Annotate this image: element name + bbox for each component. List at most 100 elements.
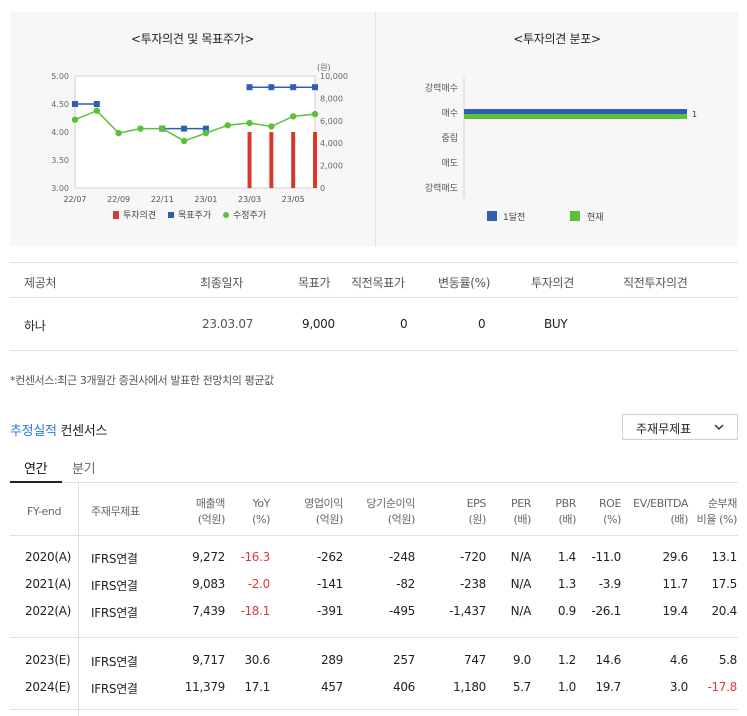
cell-yoy: -16.3: [240, 550, 270, 564]
chart-divider: [375, 12, 376, 246]
cell-fy-end: 2024(E): [25, 680, 71, 694]
cell-fy-end: 2020(A): [25, 550, 72, 564]
cell-op-income: 289: [320, 653, 343, 667]
cell-sales: 9,717: [192, 653, 225, 667]
statement-type-value: 주재무제표: [636, 422, 692, 436]
adjusted-price-point: [93, 107, 101, 114]
cell-eps: -1,437: [449, 604, 486, 618]
x-tick-label: 22/11: [151, 195, 174, 204]
y-left-tick-label: 3.50: [51, 156, 69, 165]
y-left-tick-label: 4.00: [51, 128, 69, 137]
opinion-distribution-chart-title: <투자의견 분포>: [513, 32, 601, 46]
cell-statement: IFRS연결: [91, 655, 138, 669]
col-pbr-unit: (배): [558, 513, 576, 526]
y-right-tick-label: 2,000: [320, 162, 343, 171]
opinion-bar: [291, 132, 296, 188]
cell-per: N/A: [510, 550, 532, 564]
cell-ev-ebitda: 3.0: [669, 680, 688, 694]
col-ev-ebitda: EV/EBITDA: [633, 497, 688, 510]
provider-table-top-line: [10, 262, 738, 263]
col-net-income-unit: (억원): [387, 513, 416, 526]
col-prev-opinion: 직전투자의견: [623, 276, 688, 290]
section-title: 추정실적 컨센서스: [10, 420, 107, 439]
legend-target-swatch: [168, 212, 174, 218]
tab-quarterly[interactable]: 분기: [72, 462, 96, 477]
col-statement: 주재무제표: [91, 505, 140, 518]
adjusted-price-point: [311, 110, 319, 118]
cell-sales: 7,439: [192, 604, 225, 618]
tab-annual[interactable]: 연간: [24, 462, 48, 477]
fin-table-header: FY-end 주재무제표 매출액 (억원) YoY (%) 영업이익 (억원) …: [0, 492, 747, 534]
opinion-bar: [247, 132, 252, 188]
target-price-point: [246, 84, 253, 91]
cell-yoy: 17.1: [244, 680, 270, 694]
table-row: 2021(A) IFRS연결 9,083 -2.0 -141 -82 -238 N/A 1.3 -…: [0, 577, 747, 595]
cell-net-income: -248: [388, 550, 415, 564]
y-left-tick-label: 5.00: [51, 72, 69, 81]
col-yoy-unit: (%): [252, 513, 270, 526]
cell-fy-end: 2022(A): [25, 604, 72, 618]
adjusted-price-point: [115, 129, 122, 137]
adjusted-price-point: [159, 125, 166, 132]
target-price-point: [290, 84, 297, 91]
cell-statement: IFRS연결: [91, 579, 138, 593]
cell-net-income: 257: [392, 653, 415, 667]
table-row: 2023(E) IFRS연결 9,717 30.6 289 257 747 9.0 1.2 14.…: [0, 653, 747, 671]
y-right-tick-label: 6,000: [320, 117, 343, 126]
cell-ev-ebitda: 4.6: [669, 653, 688, 667]
col-pbr: PBR: [555, 497, 576, 510]
col-target: 목표가: [298, 276, 331, 290]
cell-roe: -26.1: [591, 604, 621, 618]
cell-statement: IFRS연결: [91, 552, 138, 566]
table-row: 2020(A) IFRS연결 9,272 -16.3 -262 -248 -720 N/A 1.…: [0, 550, 747, 568]
y-right-tick-label: 10,000: [320, 72, 348, 81]
cell-yoy: -2.0: [247, 577, 271, 591]
legend-current-swatch: [570, 211, 580, 221]
statement-type-select[interactable]: 주재무제표: [622, 414, 738, 440]
col-change-rate: 변동률(%): [438, 276, 491, 290]
y-left-tick-label: 4.50: [51, 100, 69, 109]
category-label: 매수: [441, 108, 458, 119]
tab-baseline: [10, 482, 738, 483]
cell-prev-target: 0: [400, 317, 408, 331]
cell-roe: 14.6: [595, 653, 621, 667]
cell-per: N/A: [510, 577, 532, 591]
cell-yoy: -18.1: [240, 604, 270, 618]
opinion-bar: [269, 132, 274, 188]
col-net-debt-unit: 비율 (%): [696, 513, 738, 526]
cell-sales: 9,083: [192, 577, 225, 591]
adjusted-price-point: [268, 123, 275, 130]
month-ago-bar: [464, 109, 687, 114]
cell-statement: IFRS연결: [91, 682, 138, 696]
adjusted-price-point: [137, 125, 144, 132]
opinion-bar: [313, 132, 317, 188]
cell-fy-end: 2021(A): [25, 577, 72, 591]
col-sales: 매출액: [195, 497, 226, 510]
adjusted-price-point: [289, 113, 297, 120]
category-label: 강력매도: [425, 182, 458, 194]
cell-per: 5.7: [512, 680, 531, 694]
cell-net-income: -82: [396, 577, 415, 591]
legend-month-ago-swatch: [487, 211, 497, 221]
col-net-debt: 순부채: [707, 497, 738, 510]
y-right-tick-label: 8,000: [320, 94, 343, 103]
cell-fy-end: 2023(E): [25, 653, 71, 667]
cell-op-income: 457: [320, 680, 343, 694]
col-roe-unit: (%): [603, 513, 621, 526]
cell-net-debt: 20.4: [711, 604, 737, 618]
cell-yoy: 30.6: [244, 653, 270, 667]
provider-table-header-line: [10, 297, 738, 298]
cell-eps: 747: [463, 653, 486, 667]
col-provider: 제공처: [24, 276, 57, 290]
table-row: 2022(A) IFRS연결 7,439 -18.1 -391 -495 -1,437 N/A…: [0, 604, 747, 622]
cell-eps: -238: [459, 577, 486, 591]
category-label: 강력매수: [425, 82, 458, 94]
target-price-point: [312, 84, 318, 91]
consensus-note: *컨센서스:최근 3개월간 증권사에서 발표한 전망치의 평균값: [10, 374, 274, 387]
cell-op-income: -141: [316, 577, 343, 591]
cell-statement: IFRS연결: [91, 606, 138, 620]
cell-eps: 1,180: [453, 680, 486, 694]
target-price-point: [181, 125, 188, 132]
cell-last-date: 23.03.07: [202, 317, 254, 331]
target-price-point: [268, 84, 275, 91]
